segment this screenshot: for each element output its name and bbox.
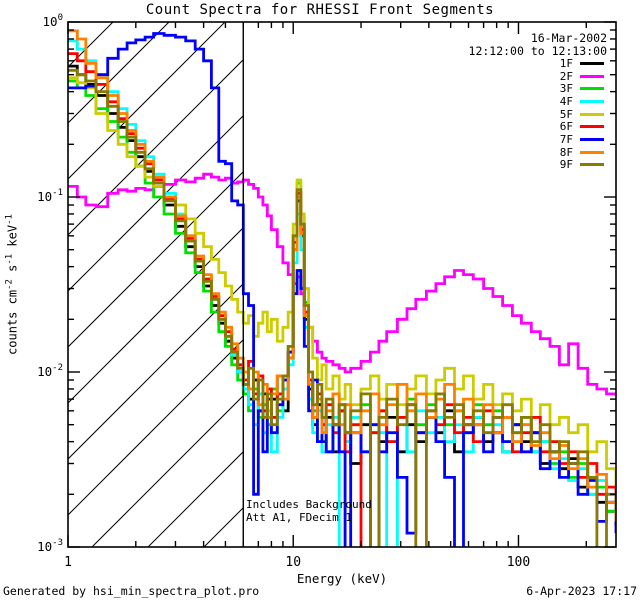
y-tick-label: 10-3	[37, 538, 63, 554]
observation-time-range: 12:12:00 to 12:13:00	[468, 44, 607, 58]
curve-8F	[68, 29, 616, 522]
legend-label: 2F	[559, 69, 573, 83]
legend-label: 3F	[559, 82, 573, 96]
legend-label: 6F	[559, 120, 573, 134]
legend-swatch	[580, 112, 604, 116]
curve-5F	[68, 76, 616, 488]
legend-item-5F: 5F	[560, 108, 604, 121]
legend-item-2F: 2F	[560, 70, 604, 83]
annotation-background: Includes Background	[246, 498, 372, 511]
legend-label: 8F	[559, 145, 573, 159]
curve-9F	[68, 68, 616, 547]
legend-item-7F: 7F	[560, 133, 604, 146]
legend-item-9F: 9F	[559, 158, 604, 172]
y-axis-label: counts cm-2 s-1 keV-1	[4, 214, 20, 355]
legend-label: 5F	[559, 107, 573, 121]
curve-2F	[68, 172, 616, 396]
legend-swatch	[580, 99, 604, 103]
y-tick-label: 10-1	[37, 188, 63, 204]
y-tick-label: 100	[43, 13, 63, 29]
detector-legend: 1F 2F 3F 4F 5F 6F 7F 8F 9F	[560, 57, 604, 171]
generator-credit: Generated by hsi_min_spectra_plot.pro	[3, 584, 260, 598]
y-tick-label: 10-2	[37, 363, 63, 379]
x-tick-label: 1	[64, 555, 72, 570]
legend-item-4F: 4F	[560, 95, 604, 108]
legend-item-1F: 1F	[560, 57, 604, 70]
x-tick-label: 100	[507, 555, 530, 570]
legend-swatch	[580, 163, 604, 167]
curve-7F	[68, 32, 616, 547]
observation-datetime: 16-Mar-2002 12:12:00 to 12:13:00	[469, 32, 607, 58]
legend-label: 7F	[559, 132, 573, 146]
plot-annotation: Includes Background Att A1, FDecim 1	[246, 498, 372, 524]
legend-label: 9F	[559, 158, 573, 172]
annotation-attenuator: Att A1, FDecim 1	[246, 510, 352, 524]
legend-swatch	[580, 125, 604, 129]
legend-item-6F: 6F	[560, 120, 604, 133]
legend-label: 4F	[559, 94, 573, 108]
legend-label: 1F	[559, 56, 573, 70]
chart-title: Count Spectra for RHESSI Front Segments	[145, 2, 495, 18]
curve-6F	[68, 52, 616, 547]
legend-item-8F: 8F	[560, 146, 604, 159]
spectra-curves	[68, 29, 616, 547]
legend-swatch	[580, 87, 604, 91]
x-axis-label: Energy (keV)	[296, 571, 388, 586]
legend-swatch	[580, 137, 604, 141]
legend-swatch	[580, 150, 604, 154]
axes-frame	[67, 21, 617, 548]
legend-item-3F: 3F	[560, 82, 604, 95]
legend-swatch	[580, 61, 604, 65]
curve-3F	[68, 79, 616, 522]
generation-timestamp: 6-Apr-2023 17:17	[526, 584, 637, 598]
observation-date: 16-Mar-2002	[530, 31, 607, 45]
axis-tick-labels: 100 10-1 10-2 10-31 10 100	[37, 13, 530, 570]
legend-swatch	[580, 74, 604, 78]
x-tick-label: 10	[285, 555, 301, 570]
